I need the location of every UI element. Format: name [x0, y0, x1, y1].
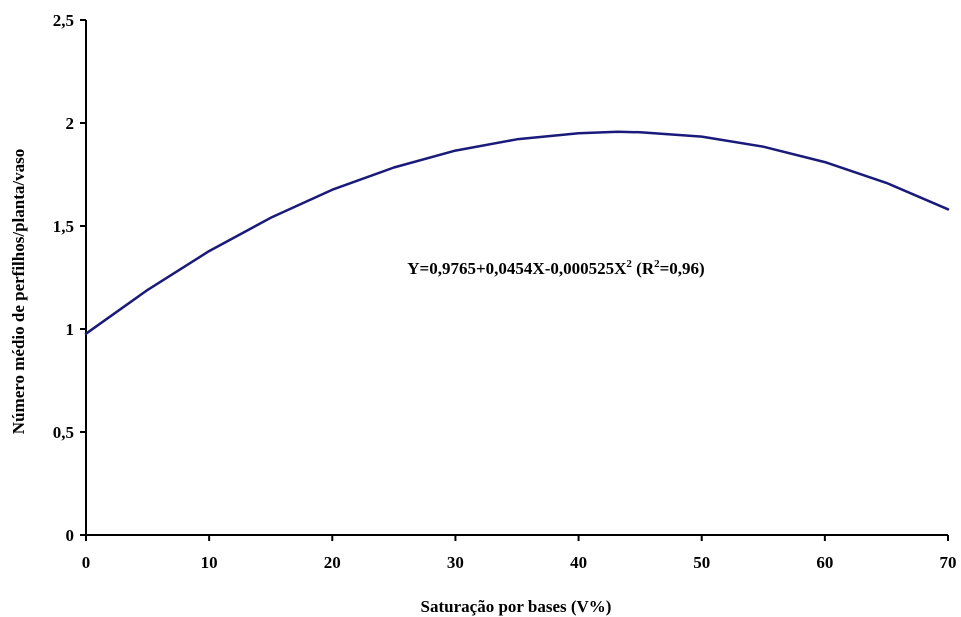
regression-equation: Y=0,9765+0,0454X-0,000525X2 (R2=0,96) [407, 258, 704, 278]
x-tick-label: 70 [940, 553, 957, 572]
equation-prefix: Y=0,9765+0,0454X-0,000525X [407, 259, 627, 278]
equation-suffix: =0,96) [660, 259, 705, 278]
y-tick-label: 2 [66, 114, 75, 133]
y-tick-label: 2,5 [53, 11, 74, 30]
y-tick-label: 0,5 [53, 423, 74, 442]
x-tick-label: 50 [693, 553, 710, 572]
y-tick-label: 0 [66, 526, 75, 545]
x-tick-label: 10 [201, 553, 218, 572]
series-layer [84, 130, 950, 335]
series-line [84, 130, 950, 335]
equation-exponent: 2 [626, 258, 632, 270]
x-tick-label: 20 [324, 553, 341, 572]
equation-middle: (R [632, 259, 655, 278]
x-tick-label: 60 [816, 553, 833, 572]
y-axis-title: Número médio de perfilhos/planta/vaso [9, 149, 28, 434]
equation-r2-exponent: 2 [654, 258, 660, 270]
x-ticks: 0 10 20 30 40 50 60 70 [82, 535, 957, 572]
y-tick-label: 1,5 [53, 217, 74, 236]
x-axis-title: Saturação por bases (V%) [421, 597, 612, 616]
y-tick-label: 1 [66, 320, 75, 339]
y-ticks: 0 0,5 1 1,5 2 2,5 [53, 11, 86, 545]
x-tick-label: 0 [82, 553, 91, 572]
x-tick-label: 40 [570, 553, 587, 572]
x-tick-label: 30 [447, 553, 464, 572]
